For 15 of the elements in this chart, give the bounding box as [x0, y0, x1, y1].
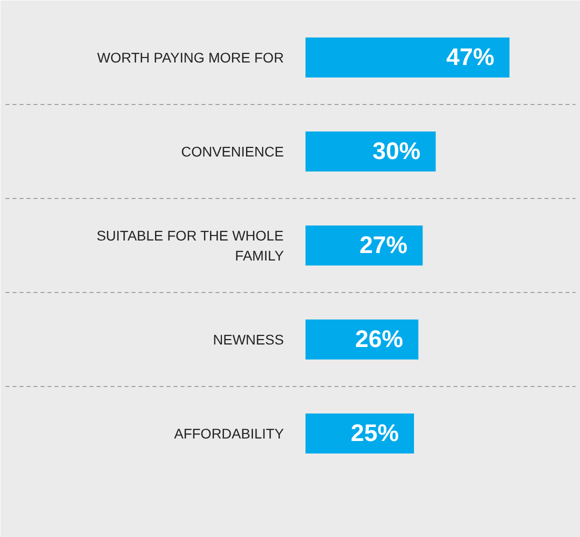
data-label: 30% — [372, 138, 421, 165]
data-label: 26% — [355, 326, 404, 353]
bar — [306, 320, 418, 360]
y-tick-label: NEWNESS — [213, 332, 284, 348]
bar — [306, 226, 423, 266]
y-tick-label: AFFORDABILITY — [174, 426, 284, 442]
data-label: 25% — [350, 420, 399, 447]
bar — [306, 38, 510, 78]
data-label: 27% — [359, 232, 408, 259]
bar — [306, 414, 414, 454]
bar — [306, 132, 436, 172]
data-label: 47% — [446, 44, 494, 71]
y-tick-label: CONVENIENCE — [181, 144, 284, 160]
y-tick-label: SUITABLE FOR THE WHOLE FAMILY — [96, 228, 284, 264]
y-tick-label: WORTH PAYING MORE FOR — [97, 50, 284, 66]
